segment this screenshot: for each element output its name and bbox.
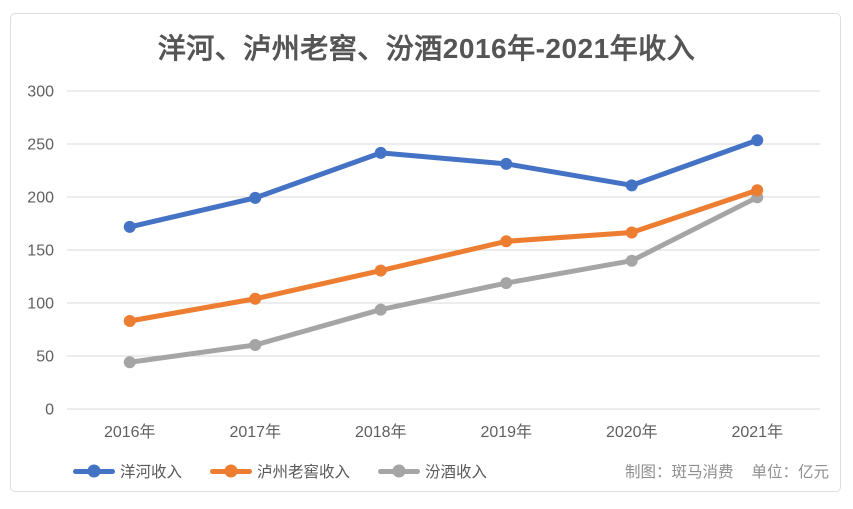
chart-credit: 制图：斑马消费 单位：亿元: [625, 460, 829, 482]
legend-label-yanghe: 洋河收入: [120, 464, 183, 481]
legend-item-luzhou: 泸州老窖收入: [210, 460, 350, 482]
x-tick-label: 2018年: [355, 423, 407, 441]
data-point: [625, 179, 638, 192]
data-point: [500, 157, 513, 170]
legend-label-fenjiu: 汾酒收入: [425, 464, 488, 481]
legend-dot-yanghe: [87, 464, 101, 478]
data-point: [249, 191, 262, 204]
series-line: [127, 137, 760, 230]
data-point: [249, 338, 262, 351]
data-point: [249, 292, 262, 305]
y-tick-label: 0: [45, 402, 54, 419]
chart-title: 洋河、泸州老窖、汾酒2016年-2021年收入: [157, 33, 696, 64]
data-point: [374, 146, 387, 159]
data-point: [123, 356, 136, 369]
data-point: [625, 254, 638, 267]
x-tick-label: 2017年: [229, 423, 281, 441]
legend-dot-luzhou: [224, 464, 238, 478]
x-tick-label: 2021年: [731, 423, 783, 441]
legend-line-marker-luzhou: [210, 464, 253, 478]
series-line: [127, 194, 760, 365]
legend-item-yanghe: 洋河收入: [73, 460, 182, 482]
data-point: [751, 134, 764, 147]
y-tick-label: 50: [36, 349, 54, 366]
legend-line-marker-fenjiu: [378, 464, 421, 478]
series-line: [127, 187, 760, 324]
legend-item-fenjiu: 汾酒收入: [378, 460, 487, 482]
legend-dot-fenjiu: [392, 464, 406, 478]
data-point: [374, 264, 387, 277]
y-tick-label: 150: [27, 243, 54, 260]
y-tick-label: 200: [27, 190, 54, 207]
data-point: [625, 226, 638, 239]
data-point: [123, 315, 136, 328]
credit-maker: 制图：斑马消费: [624, 464, 734, 481]
y-tick-label: 250: [27, 137, 54, 154]
legend-label-luzhou: 泸州老窖收入: [257, 464, 351, 481]
y-tick-label: 100: [27, 296, 54, 313]
x-tick-label: 2019年: [480, 423, 532, 441]
chart-legend: 洋河收入 泸州老窖收入 汾酒收入 制图：斑马消费 单位：亿元: [73, 458, 829, 484]
data-point: [500, 235, 513, 248]
x-tick-label: 2016年: [104, 423, 156, 441]
credit-unit: 单位：亿元: [751, 464, 829, 481]
data-point: [751, 184, 764, 197]
data-point: [500, 277, 513, 290]
data-point: [374, 303, 387, 316]
x-tick-label: 2020年: [606, 423, 658, 441]
y-tick-label: 300: [27, 84, 54, 101]
chart-card: [10, 13, 841, 492]
data-point: [123, 220, 136, 233]
legend-line-marker-yanghe: [73, 464, 115, 478]
